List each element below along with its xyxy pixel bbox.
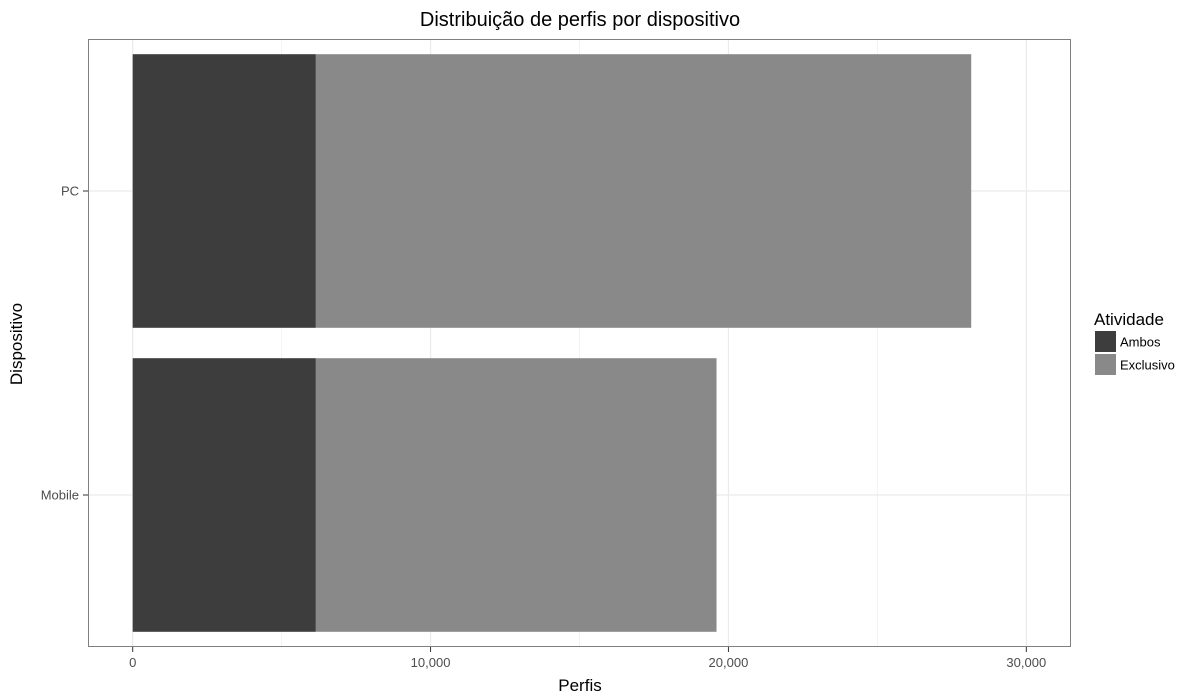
bar-pc-exclusivo xyxy=(315,54,972,328)
x-tick-label: 20,000 xyxy=(709,655,749,670)
legend-label-exclusivo: Exclusivo xyxy=(1120,358,1175,373)
legend: Atividade Ambos Exclusivo xyxy=(1094,310,1175,375)
y-axis-title: Dispositivo xyxy=(7,303,26,385)
chart-title: Distribuição de perfis por dispositivo xyxy=(420,9,740,31)
legend-title: Atividade xyxy=(1094,310,1164,329)
plot-panel xyxy=(88,39,1071,647)
x-axis-title: Perfis xyxy=(558,676,601,695)
bar-mobile-exclusivo xyxy=(315,358,717,632)
legend-swatch-ambos xyxy=(1095,331,1116,352)
legend-label-ambos: Ambos xyxy=(1120,335,1161,350)
x-tick-label: 10,000 xyxy=(411,655,451,670)
y-tick-label: PC xyxy=(61,184,79,199)
panel-border xyxy=(88,39,1071,647)
legend-items: Ambos Exclusivo xyxy=(1095,331,1175,375)
x-tick-label: 0 xyxy=(129,655,136,670)
bars xyxy=(132,54,972,632)
y-tick-label: Mobile xyxy=(41,488,79,503)
legend-swatch-exclusivo xyxy=(1095,354,1116,375)
x-axis: 0 10,000 20,000 30,000 xyxy=(129,647,1046,670)
y-axis: PC Mobile xyxy=(41,184,88,503)
bar-mobile-ambos xyxy=(132,358,316,632)
bar-pc-ambos xyxy=(132,54,316,328)
x-tick-label: 30,000 xyxy=(1006,655,1046,670)
